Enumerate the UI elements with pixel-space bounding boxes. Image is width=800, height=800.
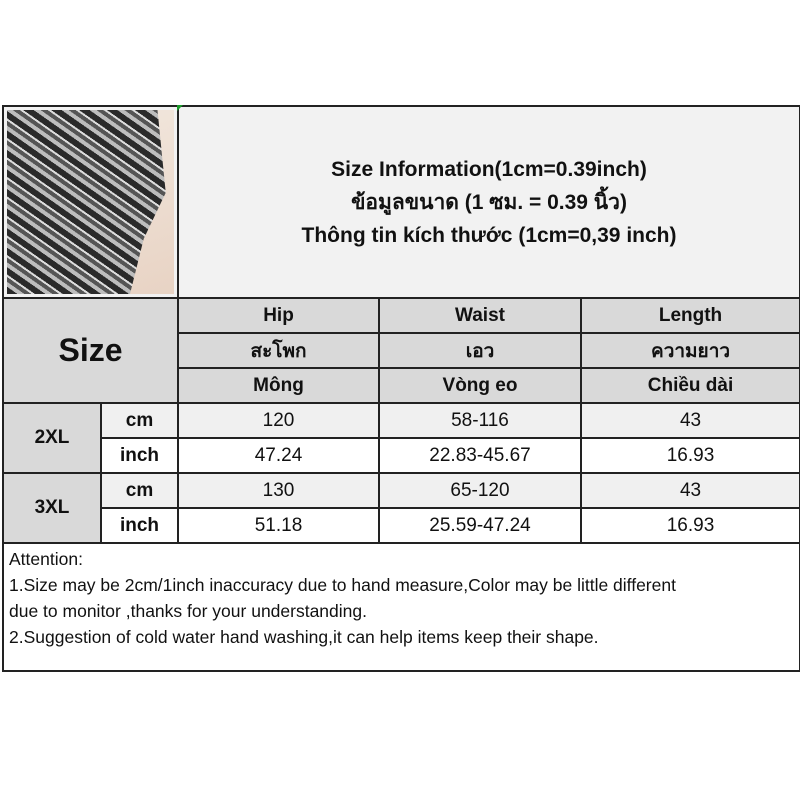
unit-label: inch (100, 437, 179, 474)
title-thai: ข้อมูลขนาด (1 ซม. = 0.39 นิ้ว) (351, 190, 627, 214)
title-vietnamese: Thông tin kích thước (1cm=0,39 inch) (301, 223, 677, 247)
notes-line: due to monitor ,thanks for your understa… (9, 601, 367, 621)
notes-line: 1.Size may be 2cm/1inch inaccuracy due t… (9, 575, 676, 595)
size-label: 2XL (2, 402, 102, 474)
size-label: 3XL (2, 472, 102, 544)
col-length-vi: Chiều dài (579, 367, 800, 404)
product-photo-cell (2, 105, 179, 299)
table-row: inch 51.18 25.59-47.24 16.93 (3, 507, 800, 544)
cell-marker-icon (177, 105, 183, 111)
unit-label: cm (100, 472, 179, 509)
waist-value: 25.59-47.24 (378, 507, 582, 544)
waist-value: 58-116 (378, 402, 582, 439)
hip-value: 47.24 (177, 437, 380, 474)
col-hip-th: สะโพก (177, 332, 380, 369)
table-row: 3XL cm 130 65-120 43 (2, 472, 800, 544)
length-value: 43 (579, 402, 800, 439)
table-row: inch 47.24 22.83-45.67 16.93 (3, 437, 800, 474)
col-hip-vi: Mông (177, 367, 380, 404)
waist-value: 22.83-45.67 (378, 437, 582, 474)
notes-heading: Attention: (9, 549, 83, 569)
hip-value: 51.18 (177, 507, 380, 544)
unit-label: cm (100, 402, 179, 439)
size-table: Size Information(1cm=0.39inch) ข้อมูลขนา… (1, 105, 800, 672)
col-waist-en: Waist (378, 297, 582, 334)
waist-value: 65-120 (378, 472, 582, 509)
length-value: 16.93 (579, 507, 800, 544)
col-length-en: Length (579, 297, 800, 334)
col-waist-th: เอว (378, 332, 582, 369)
col-length-th: ความยาว (579, 332, 800, 369)
unit-label: inch (100, 507, 179, 544)
notes-line: 2.Suggestion of cold water hand washing,… (9, 627, 599, 647)
col-waist-vi: Vòng eo (378, 367, 582, 404)
length-value: 43 (579, 472, 800, 509)
size-chart: Size Information(1cm=0.39inch) ข้อมูลขนา… (1, 105, 800, 672)
col-hip-en: Hip (177, 297, 380, 334)
title-cell: Size Information(1cm=0.39inch) ข้อมูลขนา… (176, 105, 800, 299)
length-value: 16.93 (579, 437, 800, 474)
attention-notes: Attention: 1.Size may be 2cm/1inch inacc… (1, 542, 800, 672)
hip-value: 120 (177, 402, 380, 439)
hip-value: 130 (177, 472, 380, 509)
title-english: Size Information(1cm=0.39inch) (331, 157, 647, 181)
product-photo (7, 110, 174, 294)
table-row: 2XL cm 120 58-116 43 (2, 402, 800, 474)
size-header: Size (2, 297, 179, 404)
